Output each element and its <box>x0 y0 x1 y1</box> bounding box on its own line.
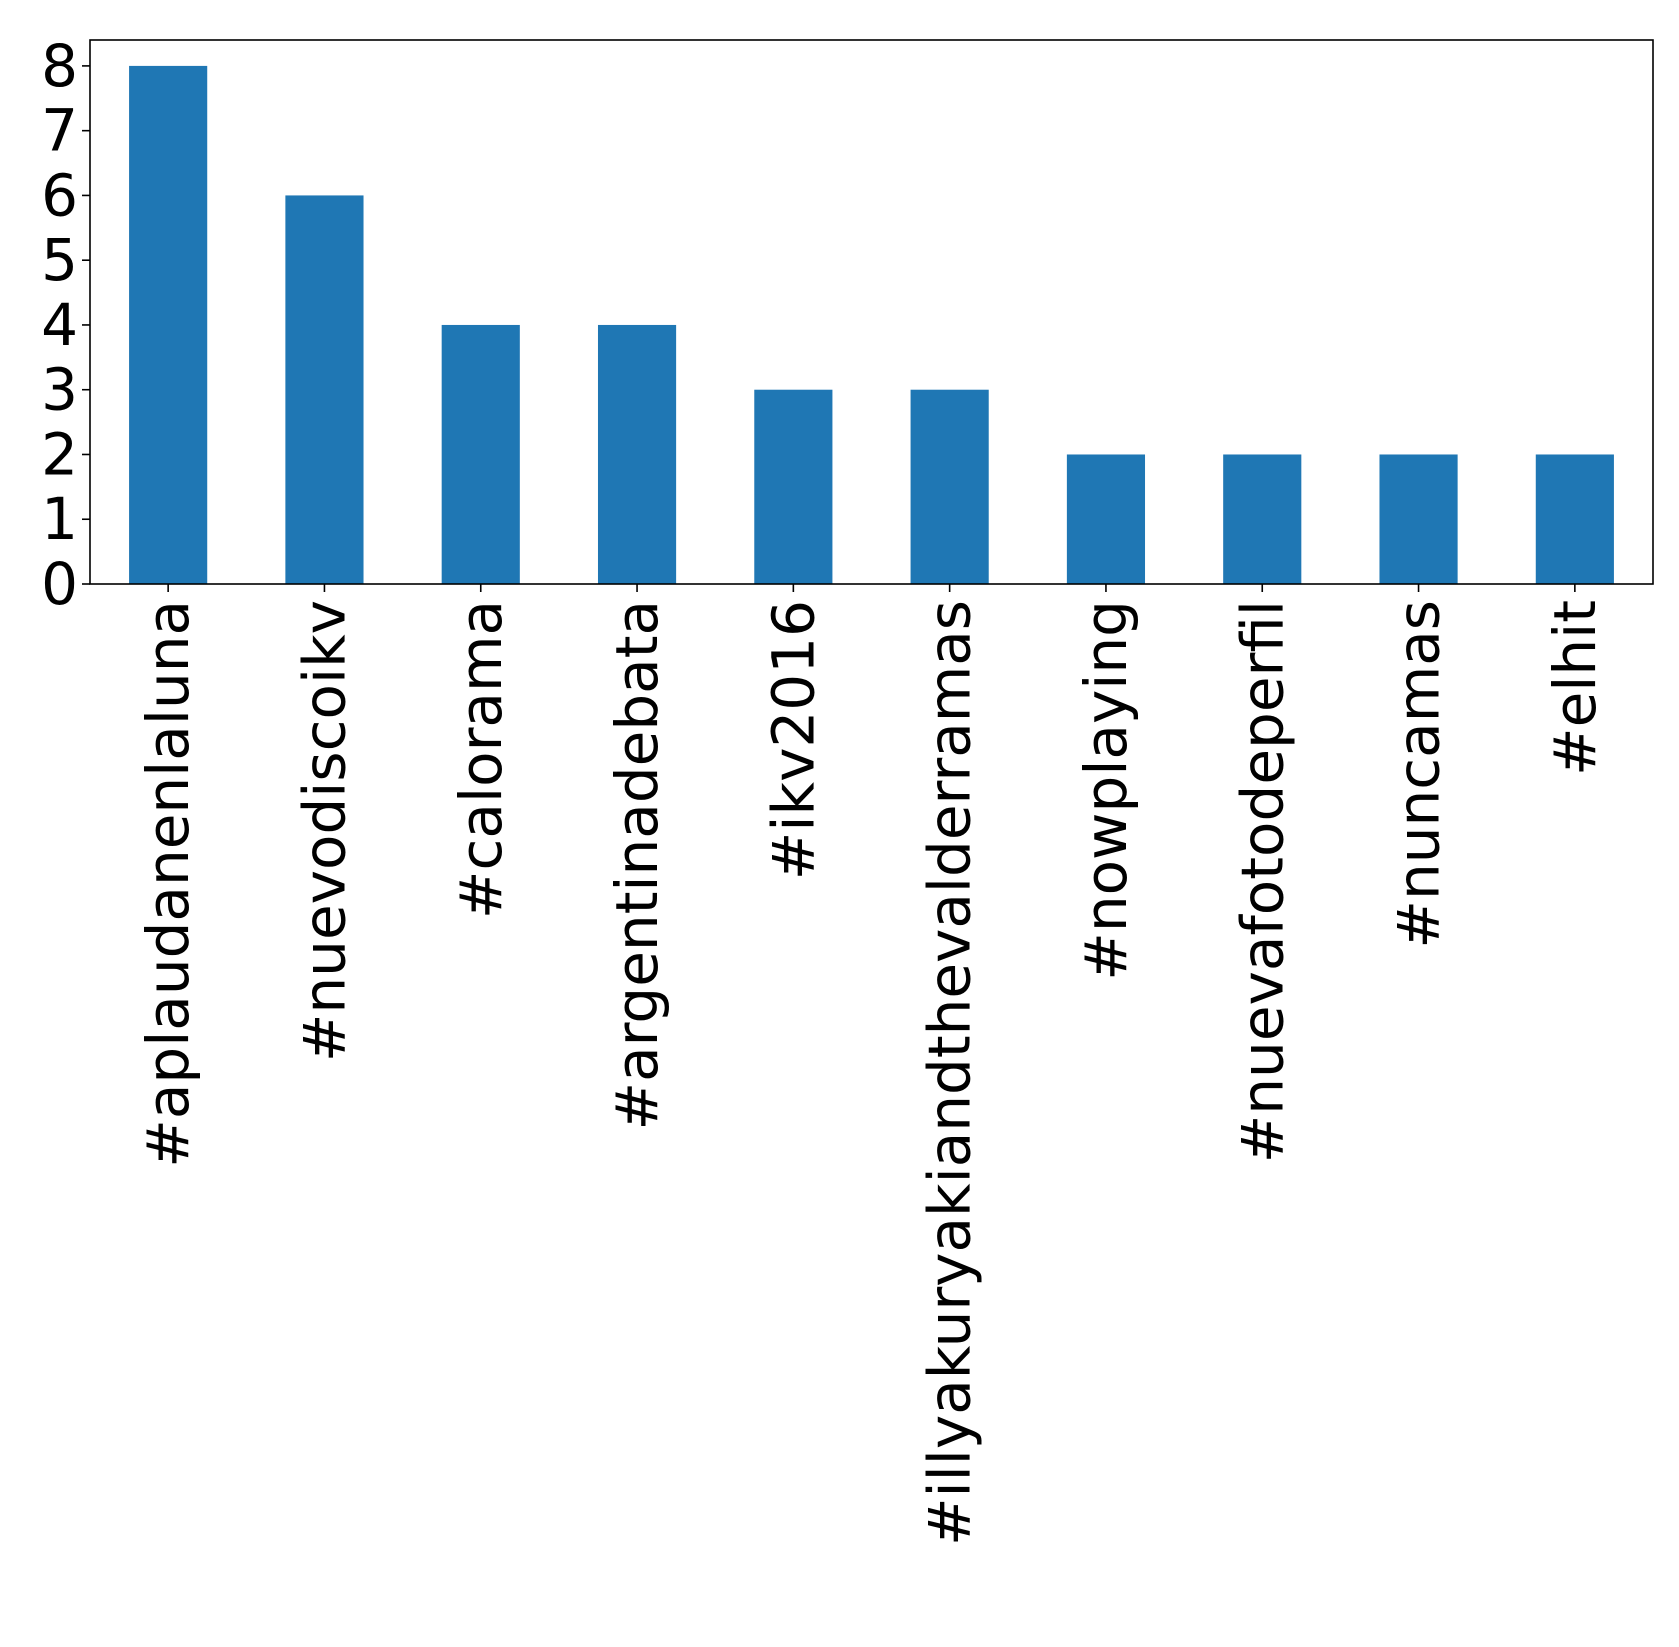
x-tick-label: #nuevodiscoikv <box>290 600 358 1062</box>
x-tick-label: #nuncamas <box>1385 600 1453 949</box>
y-tick-label: 5 <box>41 226 78 294</box>
bar <box>754 389 833 584</box>
y-tick-label: 7 <box>41 97 78 165</box>
bar <box>597 324 677 584</box>
x-tick-label: #ikv2016 <box>759 600 827 880</box>
bar <box>1379 454 1458 584</box>
y-tick-label: 0 <box>41 550 78 618</box>
bars-group <box>129 65 1614 584</box>
y-tick-label: 1 <box>41 485 78 553</box>
y-tick-label: 6 <box>41 161 78 229</box>
bar <box>910 389 989 584</box>
x-tick-label: #nowplaying <box>1072 600 1140 981</box>
x-tick-label: #argentinadebata <box>603 600 671 1131</box>
bar <box>129 65 208 584</box>
plot-frame <box>89 39 1654 585</box>
bar <box>1066 454 1146 584</box>
y-tick-label: 8 <box>41 32 78 100</box>
y-tick-label: 2 <box>41 420 78 488</box>
bar <box>285 195 364 584</box>
x-tick-label: #elhit <box>1541 600 1609 776</box>
x-tick-label: #calorama <box>447 600 515 919</box>
x-axis: #aplaudanenlaluna #nuevodiscoikv #calorama… <box>134 584 1609 1546</box>
y-tick-label: 4 <box>41 291 78 359</box>
y-tick-label: 3 <box>41 356 78 424</box>
x-tick-label: #nuevafotodeperfil <box>1228 600 1296 1163</box>
bar <box>1535 454 1614 584</box>
x-tick-label: #aplaudanenlaluna <box>134 600 202 1168</box>
bar <box>441 324 520 584</box>
x-tick-label: #illyakuryakiandthevalderramas <box>916 600 984 1546</box>
bar <box>1223 454 1302 584</box>
